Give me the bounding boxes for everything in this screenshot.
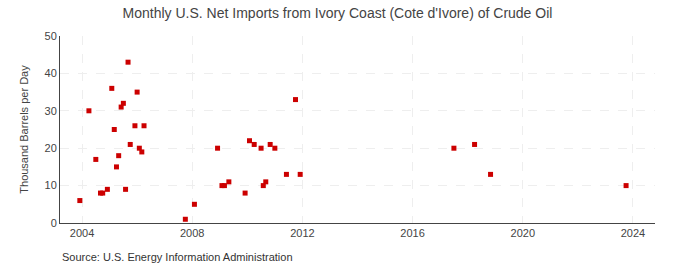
svg-text:40: 40 [45, 67, 57, 79]
svg-text:30: 30 [45, 105, 57, 117]
svg-text:0: 0 [51, 217, 57, 229]
svg-text:2004: 2004 [70, 227, 94, 239]
svg-text:2008: 2008 [180, 227, 204, 239]
svg-text:2012: 2012 [290, 227, 314, 239]
svg-text:20: 20 [45, 142, 57, 154]
svg-text:10: 10 [45, 179, 57, 191]
svg-text:2016: 2016 [400, 227, 424, 239]
svg-text:Monthly U.S. Net Imports from: Monthly U.S. Net Imports from Ivory Coas… [123, 5, 553, 21]
svg-text:Source: U.S. Energy Informatio: Source: U.S. Energy Information Administ… [62, 251, 293, 263]
svg-text:2024: 2024 [621, 227, 645, 239]
svg-text:50: 50 [45, 30, 57, 42]
svg-text:2020: 2020 [511, 227, 535, 239]
svg-text:Thousand Barrels per Day: Thousand Barrels per Day [18, 65, 30, 194]
